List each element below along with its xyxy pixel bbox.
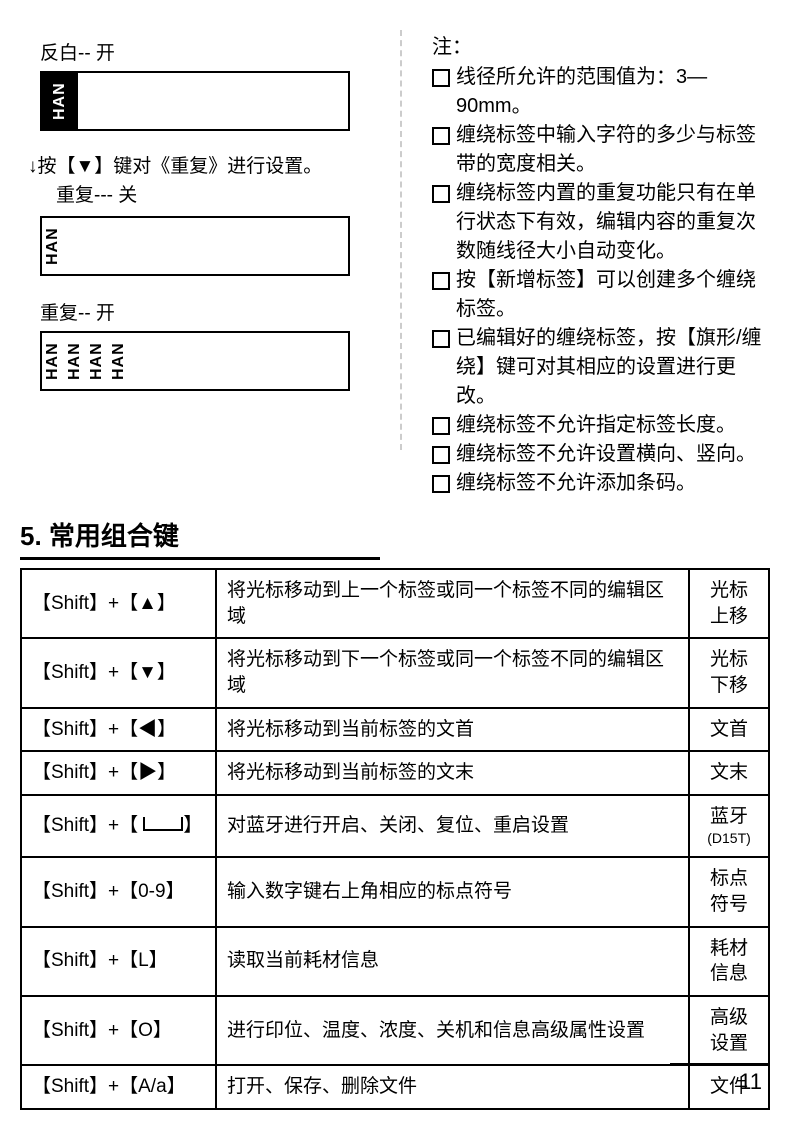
- page-number: 11: [739, 1069, 762, 1095]
- notes-title: 注：: [432, 30, 770, 59]
- combo-name-cell: 蓝牙(D15T): [689, 795, 769, 858]
- box1-text: HAN: [42, 73, 78, 129]
- combo-key-table: 【Shift】+【▲】将光标移动到上一个标签或同一个标签不同的编辑区域光标上移【…: [20, 568, 770, 1110]
- note-item: 缠绕标签不允许添加条码。: [432, 469, 770, 498]
- combo-desc-cell: 输入数字键右上角相应的标点符号: [216, 857, 689, 926]
- combo-desc-cell: 将光标移动到当前标签的文末: [216, 751, 689, 795]
- table-row: 【Shift】+【0-9】输入数字键右上角相应的标点符号标点符号: [21, 857, 769, 926]
- table-row: 【Shift】+【 】对蓝牙进行开启、关闭、复位、重启设置蓝牙(D15T): [21, 795, 769, 858]
- combo-desc-cell: 将光标移动到上一个标签或同一个标签不同的编辑区域: [216, 569, 689, 638]
- step-line-2: 重复--- 关: [56, 182, 390, 211]
- section-title: 5. 常用组合键: [20, 516, 380, 560]
- note-item: 线径所允许的范围值为：3—90mm。: [432, 63, 770, 121]
- table-row: 【Shift】+【L】读取当前耗材信息耗材信息: [21, 927, 769, 996]
- table-row: 【Shift】+【O】进行印位、温度、浓度、关机和信息高级属性设置高级设置: [21, 996, 769, 1065]
- combo-keys-cell: 【Shift】+【▲】: [21, 569, 216, 638]
- combo-keys-cell: 【Shift】+【▼】: [21, 638, 216, 707]
- combo-desc-cell: 进行印位、温度、浓度、关机和信息高级属性设置: [216, 996, 689, 1065]
- note-item: 缠绕标签内置的重复功能只有在单行状态下有效，编辑内容的重复次数随线径大小自动变化…: [432, 179, 770, 266]
- table-row: 【Shift】+【A/a】打开、保存、删除文件文件: [21, 1065, 769, 1109]
- box3-text-1: HAN: [64, 333, 86, 389]
- column-divider: [400, 30, 402, 450]
- note-item: 按【新增标签】可以创建多个缠绕标签。: [432, 266, 770, 324]
- combo-keys-cell: 【Shift】+【A/a】: [21, 1065, 216, 1109]
- box2-text: HAN: [42, 218, 64, 274]
- combo-desc-cell: 将光标移动到当前标签的文首: [216, 708, 689, 752]
- combo-keys-cell: 【Shift】+【L】: [21, 927, 216, 996]
- combo-keys-cell: 【Shift】+【◀】: [21, 708, 216, 752]
- display-box-1: HAN: [40, 71, 350, 131]
- combo-desc-cell: 读取当前耗材信息: [216, 927, 689, 996]
- spacebar-icon: [143, 817, 183, 831]
- table-row: 【Shift】+【▼】将光标移动到下一个标签或同一个标签不同的编辑区域光标下移: [21, 638, 769, 707]
- combo-keys-cell: 【Shift】+【0-9】: [21, 857, 216, 926]
- combo-name-cell: 光标下移: [689, 638, 769, 707]
- combo-name-cell: 文首: [689, 708, 769, 752]
- display-box-2: HAN: [40, 216, 350, 276]
- step-instruction: ↓按【▼】键对《重复》进行设置。 重复--- 关: [28, 153, 390, 210]
- combo-keys-cell: 【Shift】+【O】: [21, 996, 216, 1065]
- display-box-3: HAN HAN HAN HAN: [40, 331, 350, 391]
- note-item: 缠绕标签不允许设置横向、竖向。: [432, 440, 770, 469]
- combo-keys-cell: 【Shift】+【 】: [21, 795, 216, 858]
- step-line-1: ↓按【▼】键对《重复》进行设置。: [28, 153, 390, 182]
- combo-desc-cell: 打开、保存、删除文件: [216, 1065, 689, 1109]
- combo-keys-cell: 【Shift】+【▶】: [21, 751, 216, 795]
- combo-desc-cell: 将光标移动到下一个标签或同一个标签不同的编辑区域: [216, 638, 689, 707]
- combo-desc-cell: 对蓝牙进行开启、关闭、复位、重启设置: [216, 795, 689, 858]
- caption-repeat-on: 重复-- 开: [40, 298, 390, 325]
- combo-name-cell: 高级设置: [689, 996, 769, 1065]
- table-row: 【Shift】+【▶】将光标移动到当前标签的文末文末: [21, 751, 769, 795]
- table-row: 【Shift】+【▲】将光标移动到上一个标签或同一个标签不同的编辑区域光标上移: [21, 569, 769, 638]
- box3-text-2: HAN: [86, 333, 108, 389]
- note-item: 缠绕标签中输入字符的多少与标签带的宽度相关。: [432, 121, 770, 179]
- combo-name-cell: 光标上移: [689, 569, 769, 638]
- note-item: 已编辑好的缠绕标签，按【旗形/缠绕】键可对其相应的设置进行更改。: [432, 324, 770, 411]
- table-row: 【Shift】+【◀】将光标移动到当前标签的文首文首: [21, 708, 769, 752]
- caption-inverse-on: 反白-- 开: [40, 38, 390, 65]
- notes-list: 线径所允许的范围值为：3—90mm。 缠绕标签中输入字符的多少与标签带的宽度相关…: [432, 63, 770, 498]
- box3-text-0: HAN: [42, 333, 64, 389]
- box3-text-3: HAN: [108, 333, 130, 389]
- combo-name-cell: 文末: [689, 751, 769, 795]
- note-item: 缠绕标签不允许指定标签长度。: [432, 411, 770, 440]
- combo-name-cell: 标点符号: [689, 857, 769, 926]
- combo-name-cell: 耗材信息: [689, 927, 769, 996]
